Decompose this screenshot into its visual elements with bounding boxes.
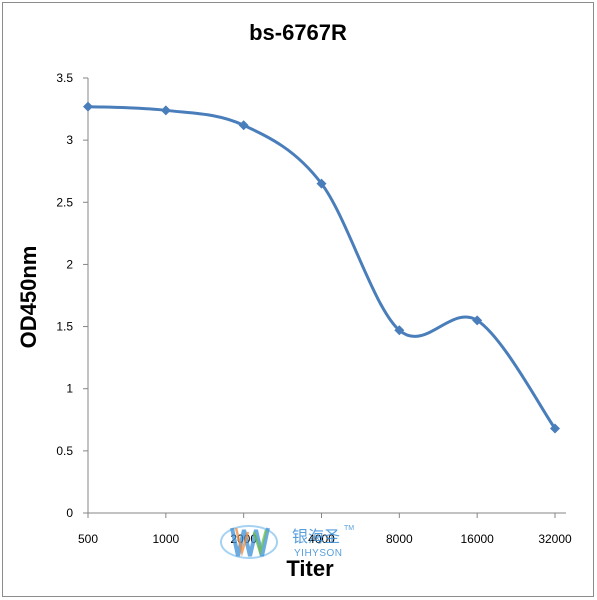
- series-line: [87, 105, 557, 430]
- watermark-logo: 银海圣 TM YIHYSON: [220, 525, 354, 559]
- data-point: [472, 315, 483, 326]
- data-point: [394, 325, 405, 336]
- y-tick-label: 0.5: [56, 444, 73, 458]
- x-tick-label: 32000: [538, 532, 572, 546]
- y-tick-labels: 0 0.5 1 1.5 2 2.5 3 3.5: [56, 71, 73, 520]
- y-axis-label: OD450nm: [16, 246, 41, 349]
- yihyson-logo-icon: [220, 525, 278, 559]
- data-markers: [83, 101, 560, 434]
- y-tick-label: 3: [66, 133, 73, 147]
- data-point: [160, 105, 171, 116]
- watermark-chinese-text: 银海圣: [292, 527, 340, 546]
- y-tick-label: 1.5: [56, 320, 73, 334]
- data-point: [83, 101, 93, 112]
- y-tick-label: 2.5: [56, 195, 73, 209]
- x-tick-labels: 500 1000 2000 4000 8000 16000 32000: [78, 532, 572, 546]
- x-tick-label: 16000: [460, 532, 494, 546]
- x-axis-label: Titer: [286, 556, 334, 581]
- data-point: [550, 423, 560, 434]
- x-tick-label: 4000: [308, 532, 335, 546]
- y-tick-label: 1: [66, 382, 73, 396]
- data-point: [316, 178, 327, 189]
- y-tick-label: 3.5: [56, 71, 73, 85]
- data-point: [238, 120, 249, 131]
- x-tick-label: 1000: [152, 532, 179, 546]
- y-tick-label: 0: [66, 506, 73, 520]
- watermark-tm-text: TM: [344, 525, 354, 532]
- axes: [83, 77, 566, 518]
- x-tick-label: 500: [78, 532, 98, 546]
- watermark-english-text: YIHYSON: [294, 548, 343, 559]
- x-tick-label: 8000: [386, 532, 413, 546]
- chart-title: bs-6767R: [249, 20, 347, 45]
- y-tick-label: 2: [66, 257, 73, 271]
